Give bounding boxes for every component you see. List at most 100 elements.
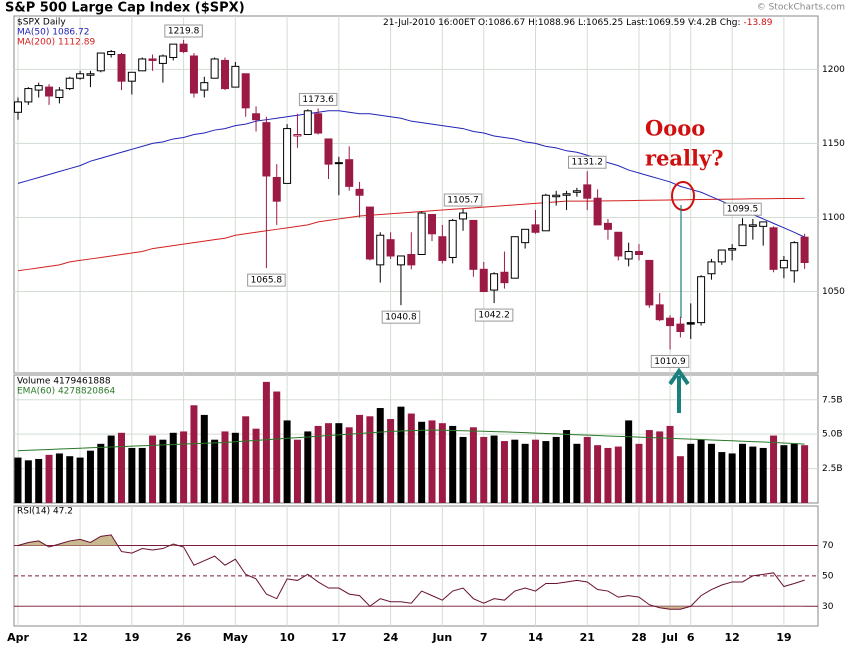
label-layer: S&P 500 Large Cap Index ($SPX) © StockCh… — [5, 1, 845, 645]
volume-bar — [583, 436, 591, 503]
y-tick-label: 1200 — [822, 65, 845, 75]
candle-body — [676, 323, 685, 333]
ma200-line — [17, 197, 805, 272]
candle-body — [779, 259, 788, 269]
volume-bar — [345, 427, 353, 503]
y-tick-label: 5.0B — [822, 430, 843, 440]
candle-body — [707, 261, 716, 275]
candle-body — [252, 113, 261, 121]
price-label: 1099.5 — [727, 205, 759, 215]
volume-bar — [676, 456, 684, 503]
candle-body — [531, 224, 540, 233]
price-label: 1173.6 — [302, 95, 334, 105]
volume-bar — [407, 413, 415, 503]
candle-body — [324, 138, 333, 165]
candle-body — [417, 212, 426, 255]
volume-bar — [614, 446, 622, 503]
volume-bar — [697, 439, 705, 503]
volume-bar — [97, 443, 105, 503]
candle-body — [624, 251, 633, 260]
candle-body — [603, 222, 612, 230]
x-tick-label: 21 — [580, 631, 595, 644]
rsi-panel — [13, 505, 819, 627]
volume-bar — [356, 414, 364, 503]
candle-body — [127, 71, 136, 82]
price-label-box — [443, 193, 483, 207]
volume-bar — [511, 439, 519, 503]
price-label-box — [723, 202, 762, 216]
quote-stats: 21-Jul-2010 16:00ET O:1086.67 H:1088.96 … — [383, 18, 773, 28]
candle-body — [697, 276, 706, 324]
volume-bar — [180, 431, 188, 503]
candle-body — [800, 236, 809, 264]
candle-body — [179, 43, 188, 53]
rsi-title: RSI(14) 47.2 — [17, 507, 73, 517]
volume-bar — [635, 443, 643, 503]
candle-body — [117, 54, 126, 82]
candle-body — [24, 88, 33, 103]
candle-body — [759, 221, 768, 227]
candle-body — [562, 193, 571, 196]
price-label: 1042.2 — [478, 311, 510, 321]
candle-body — [241, 73, 250, 109]
volume-bar — [594, 445, 602, 503]
rsi-line — [17, 534, 805, 610]
ma50-line — [17, 110, 805, 238]
volume-bar — [335, 423, 343, 503]
volume-bar — [376, 408, 384, 503]
candle-body — [107, 51, 116, 56]
volume-bar — [480, 436, 488, 503]
volume-bar — [55, 453, 63, 503]
x-tick-label: 24 — [383, 631, 399, 644]
price-label: 1010.9 — [654, 357, 686, 367]
candle-body — [293, 134, 302, 137]
candle-body — [272, 176, 281, 202]
x-tick-label: Jun — [431, 631, 452, 644]
candle-body — [459, 212, 468, 220]
candle-body — [645, 259, 654, 306]
candle-body — [386, 239, 395, 257]
volume-bar — [728, 453, 736, 503]
x-tick-label: 28 — [631, 631, 646, 644]
volume-bar — [314, 425, 322, 503]
price-label: 1131.2 — [572, 158, 604, 168]
chart-title: S&P 500 Large Cap Index ($SPX) — [5, 1, 245, 16]
marks-layer — [14, 39, 818, 610]
volume-bar — [200, 414, 208, 503]
candle-body — [55, 89, 64, 98]
volume-bar — [76, 457, 84, 503]
x-tick-label: Apr — [7, 631, 29, 644]
price-label-box — [568, 155, 607, 169]
candle-body — [438, 236, 447, 261]
arrow-head — [668, 367, 690, 386]
candle-body — [717, 249, 726, 263]
volume-bar — [128, 447, 136, 503]
volume-bar — [459, 436, 467, 503]
volume-bar — [231, 432, 239, 503]
price-label-box — [247, 273, 286, 287]
price-label: 1040.8 — [385, 313, 417, 323]
volume-bar — [469, 427, 477, 503]
volume-bar — [293, 439, 301, 503]
y-tick-label: 1150 — [822, 139, 845, 149]
y-tick-label: 1100 — [822, 213, 845, 223]
volume-bar — [645, 430, 653, 503]
volume-bar — [438, 423, 446, 503]
candle-body — [169, 43, 178, 58]
candle-body — [479, 268, 488, 293]
price-label-box — [298, 92, 338, 106]
candle-body — [448, 219, 457, 258]
candle-body — [748, 224, 757, 227]
volume-bar — [211, 439, 219, 503]
annotation: really? — [645, 146, 724, 171]
volume-bar — [739, 443, 746, 503]
volume-bar — [252, 428, 260, 503]
volume-bar — [687, 443, 695, 503]
volume-bar — [707, 443, 715, 503]
candle-body — [376, 234, 385, 266]
candle-body — [45, 86, 54, 97]
candle-body — [158, 55, 167, 64]
legend-entry: MA(200) 1112.89 — [17, 38, 95, 48]
candle-body — [769, 227, 778, 270]
volume-bar — [563, 430, 571, 503]
